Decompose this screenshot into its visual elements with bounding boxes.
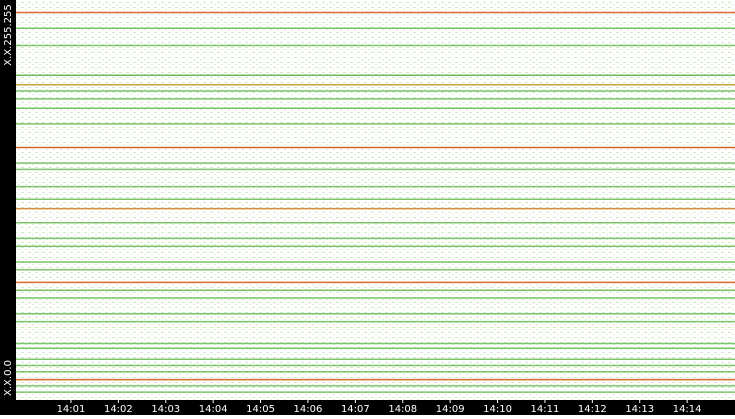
- x-tick-label: 14:10: [483, 404, 512, 415]
- x-tick-label: 14:11: [531, 404, 560, 415]
- x-tick-label: 14:07: [341, 404, 370, 415]
- y-axis-bar: [0, 0, 16, 415]
- x-tick-label: 14:03: [151, 404, 180, 415]
- x-tick-label: 14:06: [294, 404, 323, 415]
- x-tick-label: 14:12: [578, 404, 607, 415]
- y-bottom-label: X.X.0.0: [3, 360, 14, 396]
- x-tick-label: 14:09: [436, 404, 465, 415]
- background-texture: [16, 0, 735, 400]
- x-tick-label: 14:02: [104, 404, 133, 415]
- x-tick-label: 14:13: [625, 404, 654, 415]
- x-tick-label: 14:14: [673, 404, 702, 415]
- x-tick-label: 14:04: [199, 404, 228, 415]
- x-tick-label: 14:05: [246, 404, 275, 415]
- x-tick-label: 14:08: [388, 404, 417, 415]
- x-tick-label: 14:01: [57, 404, 86, 415]
- x-axis-bar: [0, 400, 735, 415]
- y-top-label: X.X.255.255: [3, 4, 14, 65]
